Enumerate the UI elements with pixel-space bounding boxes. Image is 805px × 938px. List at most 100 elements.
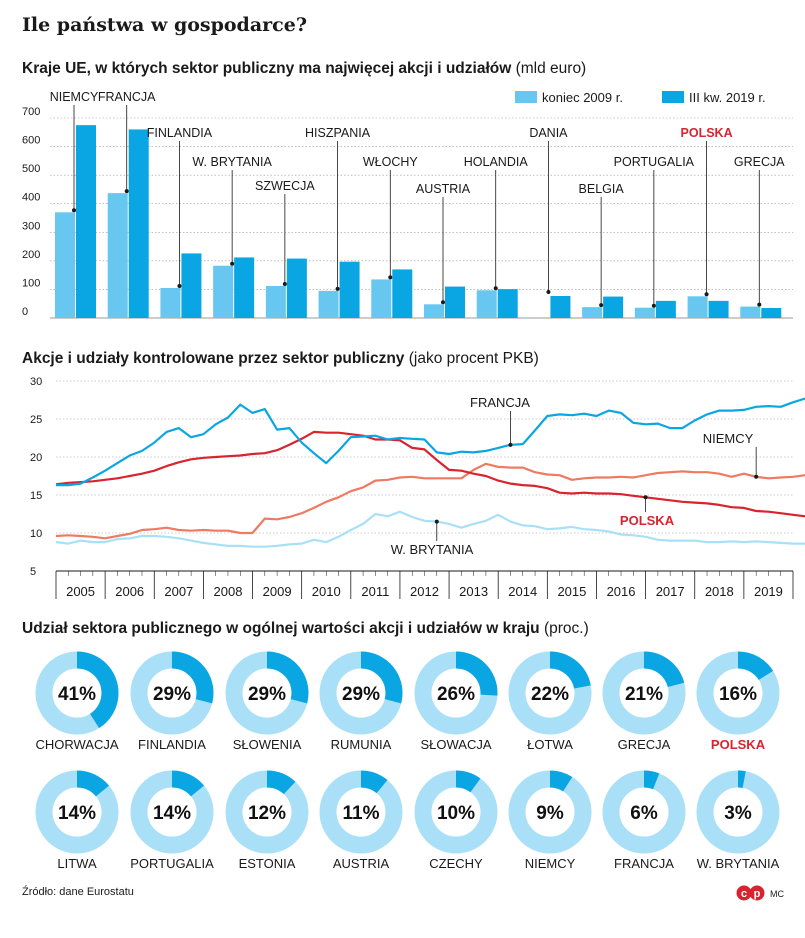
bar-2009 [160,288,181,318]
line-leader-dot [434,519,439,524]
line-leader-dot [643,495,648,500]
line-series-label: W. BRYTANIA [391,542,474,557]
donut-country-label: LITWA [57,856,97,871]
donut-country-label: PORTUGALIA [130,856,214,871]
donut-value-label: 14% [58,803,96,824]
bar-leader-dot [72,208,76,213]
bar-country-label: DANIA [529,126,568,140]
bar-2009 [634,307,655,318]
line-chart: 5 10 15 20 25 30 2005 2006 2007 2008 2009 2010 2011 2… [30,376,805,599]
legend-label: III kw. 2019 r. [689,90,766,105]
bar-leader-dot [493,286,498,291]
donut-chart: 41% CHORWACJA 29% FINLANDIA 29% SŁOWENIA 29% RU… [35,651,780,871]
bar-leader-dot [651,303,656,308]
bar-y-tick-label: 600 [22,135,40,147]
line-x-tick-label: 2018 [705,584,734,599]
donut-segment [319,770,403,854]
donut-value-label: 11% [343,803,380,824]
donut-country-label: SŁOWENIA [233,737,302,752]
bar-2019 [550,296,571,318]
donut-segment [414,651,498,735]
line-y-tick-label: 5 [30,566,36,578]
line-x-tick-label: 2010 [312,584,341,599]
line-series-label: POLSKA [620,513,675,528]
donut-segment [35,651,119,735]
bar-y-tick-label: 100 [22,277,40,289]
bar-2009 [265,286,286,318]
cp-logo-icon: c p [736,885,765,901]
donut-value-label: 21% [625,684,663,705]
bar-leader-dot [388,275,393,280]
bar-chart-title-text: Kraje UE, w których sektor publiczny ma … [22,60,512,77]
bar-2019 [445,286,465,318]
donut-country-label: W. BRYTANIA [697,856,780,871]
donut-value-label: 29% [248,684,286,705]
donut-country-label: POLSKA [711,737,766,752]
line-x-tick-label: 2009 [263,584,292,599]
bar-country-label: HISZPANIA [305,126,371,140]
svg-text:c: c [741,888,747,900]
line-y-tick-label: 30 [30,376,42,388]
donut-country-label: SŁOWACJA [420,737,491,752]
bar-2009 [476,290,497,318]
donut-country-label: NIEMCY [525,856,576,871]
donut-chart-title-text: Udział sektora publicznego w ogólnej war… [22,620,540,637]
donut-segment [508,770,592,854]
bar-leader-dot [230,261,235,266]
line-series-label: FRANCJA [470,395,530,410]
donut-segment [602,651,686,735]
bar-2009 [371,279,392,318]
bar-leader-dot [124,189,129,194]
donut-value-label: 9% [536,803,564,824]
bar-country-label: FRANCJA [98,90,156,104]
bar-leader-dot [704,292,709,297]
bar-2019 [181,253,202,318]
line-x-tick-label: 2013 [459,584,488,599]
bar-2009 [55,212,75,318]
bar-y-tick-label: 200 [22,249,40,261]
bar-country-label: WŁOCHY [363,155,419,169]
bar-country-label: NIEMCY [50,90,99,104]
line-series-polska [55,430,805,518]
line-x-tick-label: 2012 [410,584,439,599]
donut-chart-unit: (proc.) [543,620,589,637]
donut-value-label: 41% [58,684,96,705]
bar-y-tick-label: 300 [22,220,40,232]
line-chart-unit: (jako procent PKB) [408,350,539,367]
donut-value-label: 6% [630,803,658,824]
bar-2019 [761,308,782,318]
bar-country-label: POLSKA [681,126,733,140]
donut-segment [696,651,780,735]
donut-country-label: ŁOTWA [527,737,573,752]
svg-text:p: p [754,888,761,900]
bar-chart: 0 100 200 300 400 500 600 700 koniec 2009 r. III … [22,90,793,319]
bar-2019 [286,258,307,318]
bar-2019 [76,125,96,319]
line-chart-title-text: Akcje i udziały kontrolowane przez sekto… [22,350,405,367]
donut-country-label: CZECHY [429,856,483,871]
bar-y-tick-label: 700 [22,106,40,118]
line-leader-dot [508,442,513,447]
line-leader-dot [754,474,759,479]
donut-segment [35,770,119,854]
donut-segment [414,770,498,854]
donut-segment [602,770,686,854]
bar-leader-dot [441,300,445,305]
donut-segment [130,651,214,735]
author-initials: MC [770,889,784,899]
bar-chart-title: Kraje UE, w których sektor publiczny ma … [22,60,586,78]
line-x-tick-label: 2019 [754,584,783,599]
donut-segment [319,651,403,735]
line-y-tick-label: 15 [30,490,42,502]
line-x-tick-label: 2011 [361,584,389,599]
bar-country-label: BELGIA [579,182,625,196]
bar-leader-dot [599,303,604,308]
legend-label: koniec 2009 r. [542,90,623,105]
main-title: Ile państwa w gospodarce? [22,14,307,36]
bar-leader-dot [546,290,551,294]
donut-value-label: 29% [342,684,380,705]
line-x-tick-label: 2015 [557,584,586,599]
bar-2019 [497,289,518,318]
donut-country-label: CHORWACJA [35,737,118,752]
line-series-label: NIEMCY [703,431,754,446]
